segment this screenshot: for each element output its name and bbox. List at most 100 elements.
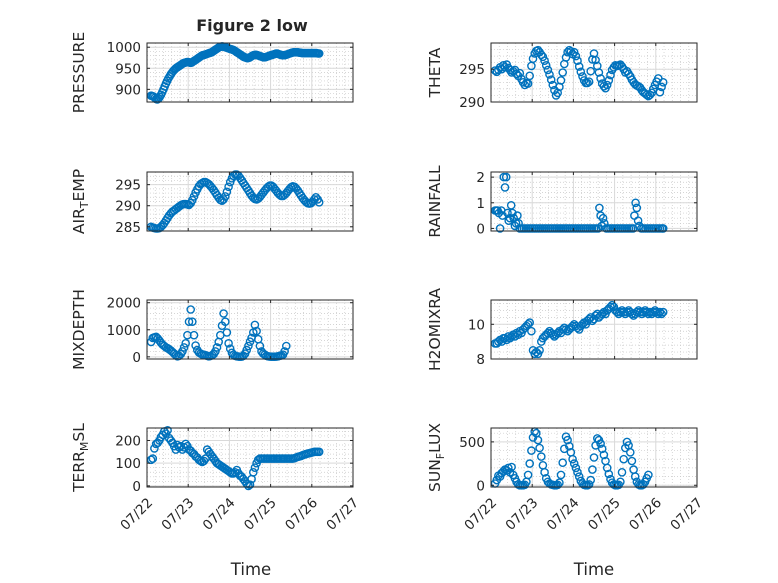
data-point <box>588 465 597 474</box>
tick-marks <box>146 428 354 487</box>
data-point <box>553 88 563 98</box>
data-point <box>219 309 228 318</box>
data-point <box>507 462 516 472</box>
data-point <box>602 463 612 473</box>
data-point <box>244 341 253 351</box>
data-point <box>584 480 594 489</box>
data-point <box>224 182 233 192</box>
data-point <box>600 218 609 228</box>
data-point <box>508 208 517 218</box>
y-tick-label: 1000 <box>107 40 141 56</box>
data-point <box>556 76 566 85</box>
data-point <box>599 450 609 460</box>
data-point <box>586 475 596 485</box>
data-point <box>617 467 627 477</box>
data-point <box>500 183 510 192</box>
data-point <box>545 70 554 79</box>
data-series-pressure <box>146 42 324 104</box>
data-point <box>527 446 536 455</box>
data-point <box>548 330 558 340</box>
y-tick-label: 950 <box>115 61 141 77</box>
data-point <box>538 52 548 62</box>
data-point <box>178 347 187 356</box>
data-point <box>163 425 172 435</box>
data-point <box>543 328 553 338</box>
data-point <box>528 54 538 64</box>
y-tick-label: 100 <box>115 456 141 472</box>
data-series-sun_flux <box>490 427 653 490</box>
data-point <box>596 74 605 83</box>
data-point <box>633 216 643 225</box>
data-point <box>594 68 604 77</box>
axes-box <box>490 171 698 232</box>
axes-box <box>146 427 354 488</box>
y-axis-label: TERRMSL <box>70 423 91 493</box>
data-point <box>281 341 291 351</box>
plot-area <box>147 428 353 487</box>
axes-box <box>146 42 354 103</box>
data-point <box>604 76 614 85</box>
data-point <box>657 309 666 319</box>
data-point <box>598 213 608 223</box>
axes-box <box>490 42 698 103</box>
data-point <box>568 454 577 464</box>
data-point <box>591 55 600 65</box>
data-point <box>501 172 511 182</box>
data-point <box>555 478 564 488</box>
data-point <box>224 338 233 348</box>
data-point <box>561 53 571 62</box>
y-tick-label: 2 <box>476 170 485 186</box>
data-point <box>523 319 533 329</box>
subplot-rainfall: 0 1 2 RAINFALL <box>426 165 698 238</box>
minor-grid <box>491 43 697 102</box>
data-point <box>523 79 533 88</box>
tick-marks <box>146 172 354 231</box>
data-point <box>654 309 663 319</box>
data-point <box>642 90 652 100</box>
data-point <box>565 441 574 451</box>
tick-marks <box>490 428 698 487</box>
data-point <box>505 213 515 223</box>
data-point <box>537 452 546 461</box>
data-point <box>655 87 665 97</box>
y-tick-label: 295 <box>459 62 485 78</box>
data-point <box>584 77 594 86</box>
y-axis-label-text: SUN <box>426 459 444 492</box>
y-axis-label: RAINFALL <box>426 165 444 238</box>
data-point <box>588 55 597 64</box>
data-point <box>558 68 568 77</box>
y-tick-label: 0 <box>476 478 485 494</box>
data-point <box>196 456 205 466</box>
y-axis-label-text: AIR <box>70 208 88 234</box>
data-point <box>244 481 253 491</box>
data-point <box>242 345 251 355</box>
data-point <box>525 459 535 468</box>
data-point <box>212 343 222 352</box>
data-point <box>597 444 607 454</box>
data-point <box>527 326 536 336</box>
data-point <box>560 444 569 454</box>
y-axis-label-text: SL <box>70 423 88 442</box>
data-point <box>596 439 605 448</box>
subplot-h2omixra: 8 10 H2OMIXRA <box>426 288 698 371</box>
y-axis-label: PRESSURE <box>70 32 88 114</box>
data-series-terr_msl <box>146 425 324 491</box>
data-point <box>252 326 261 336</box>
y-tick-label: 1000 <box>107 323 141 339</box>
data-point <box>553 480 563 490</box>
data-point <box>619 454 629 464</box>
data-point <box>199 456 209 466</box>
data-point <box>569 47 579 57</box>
data-point <box>556 470 566 480</box>
y-axis-label: THETA <box>426 47 444 98</box>
subplot-pressure: 900 950 1000 PRESSURE <box>70 32 354 114</box>
data-point <box>499 61 508 70</box>
data-point <box>220 192 230 201</box>
data-point <box>525 71 535 81</box>
data-point <box>187 317 197 327</box>
data-series-theta <box>490 45 668 101</box>
data-point <box>314 447 324 457</box>
tick-marks <box>146 43 354 102</box>
data-point <box>495 224 505 233</box>
